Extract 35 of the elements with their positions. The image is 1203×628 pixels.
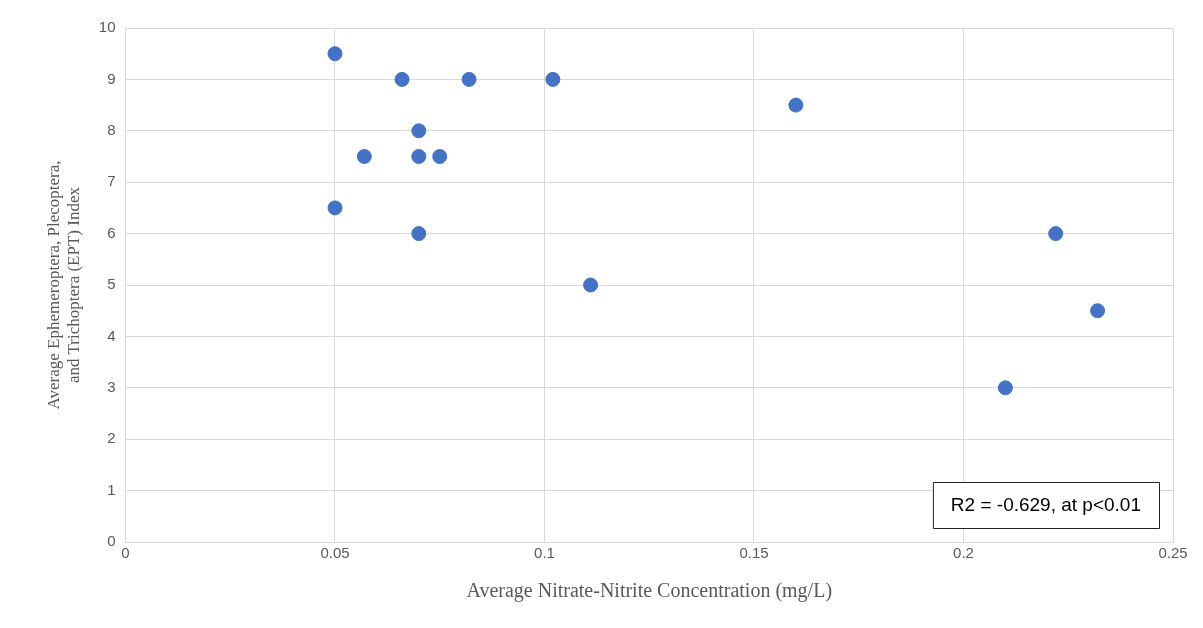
point [545,71,561,87]
x-tick-label: 0.05 [320,544,350,562]
y-tick-label: 2 [107,429,116,447]
point [327,46,343,62]
y-tick-label: 8 [107,120,116,138]
annotation: R2 = -0.629, at p<0.01 [950,494,1141,516]
y-tick-label: 7 [107,172,116,190]
point [411,226,427,242]
y-axis-title: Average Ephemeroptera, Plecoptera, and Trichoptera (EPT) Index [43,160,84,410]
point [411,149,427,164]
point [394,71,410,87]
point [583,277,599,293]
point [1048,226,1064,242]
x-axis-title: Average Nitrate-Nitrite Concentration (mg/L) [466,579,833,603]
x-tick-label: 0.25 [1158,544,1188,562]
x-tick-label: 0.2 [953,544,974,562]
y-tick-label: 10 [98,18,116,36]
y-tick-label: 0 [107,532,116,550]
y-tick-label: 3 [107,377,116,395]
y-tick-label: 5 [107,275,116,293]
x-tick-label: 0.1 [534,544,555,562]
point [1090,303,1106,319]
y-tick-label: 1 [107,480,116,498]
y-tick-label: 4 [107,326,116,344]
point [432,149,448,164]
point [411,123,427,139]
y-tick-label: 9 [107,69,116,87]
point [327,200,343,216]
x-tick-label: 0.15 [739,544,769,562]
y-tick-label: 6 [107,223,116,241]
point [788,97,804,113]
point [356,149,372,164]
point [997,380,1013,396]
x-tick-label: 0 [121,544,130,562]
point [461,71,477,87]
